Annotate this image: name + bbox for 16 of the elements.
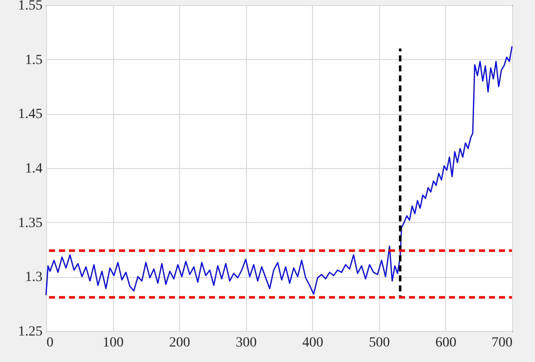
x-tick-label: 100 — [102, 336, 124, 350]
x-tick-label: 500 — [368, 336, 390, 350]
x-tick-label: 400 — [302, 336, 324, 350]
line-series — [45, 46, 513, 296]
y-tick-label: 1.3 — [25, 270, 42, 286]
x-tick-label: 700 — [492, 336, 512, 350]
y-tick-label: 1.45 — [18, 107, 42, 122]
x-tick-label: 300 — [236, 336, 257, 350]
y-tick-label: 1.55 — [18, 0, 42, 14]
x-tick-label: 0 — [46, 336, 54, 350]
x-tick-label: 600 — [435, 336, 456, 350]
y-tick-label: 1.25 — [18, 324, 42, 340]
y-tick-label: 1.5 — [25, 52, 42, 68]
y-tick-label: 1.35 — [18, 216, 42, 231]
y-tick-label: 1.4 — [25, 162, 42, 176]
x-tick-label: 200 — [169, 336, 190, 350]
